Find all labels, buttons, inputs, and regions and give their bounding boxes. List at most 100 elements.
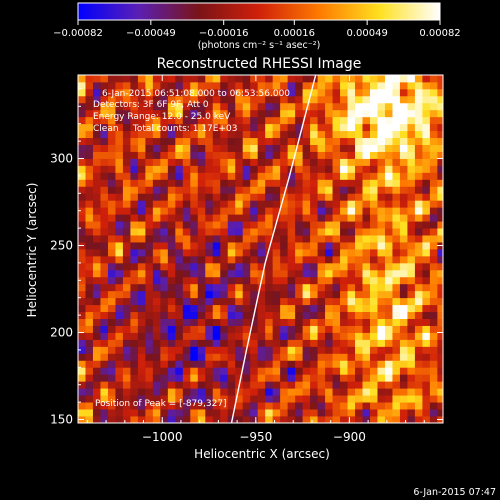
heatmap-cell xyxy=(85,325,94,333)
heatmap-cell xyxy=(407,228,416,236)
heatmap-cell xyxy=(92,200,101,208)
heatmap-cell xyxy=(429,374,438,382)
heatmap-cell xyxy=(115,374,124,382)
heatmap-cell xyxy=(399,151,408,159)
heatmap-cell xyxy=(78,297,86,306)
heatmap-cell xyxy=(370,144,378,152)
heatmap-cell xyxy=(257,332,266,340)
heatmap-cell xyxy=(414,325,423,333)
heatmap-cell xyxy=(362,193,371,201)
heatmap-cell xyxy=(175,339,184,347)
heatmap-cell xyxy=(437,228,443,236)
heatmap-cell xyxy=(167,158,176,166)
heatmap-cell xyxy=(167,255,176,264)
heatmap-cell xyxy=(407,158,416,166)
heatmap-cell xyxy=(227,144,236,152)
heatmap-cell xyxy=(115,318,124,326)
heatmap-cell xyxy=(167,269,176,278)
heatmap-cell xyxy=(332,283,341,292)
heatmap-cell xyxy=(399,339,408,347)
heatmap-cell xyxy=(437,311,443,319)
heatmap-cell xyxy=(272,109,281,118)
heatmap-cell xyxy=(175,207,184,215)
heatmap-cell xyxy=(287,235,296,243)
heatmap-cell xyxy=(115,235,124,243)
heatmap-cell xyxy=(377,262,386,271)
heatmap-cell xyxy=(212,367,221,375)
heatmap-cell xyxy=(182,374,191,382)
heatmap-cell xyxy=(317,123,326,132)
heatmap-cell xyxy=(250,409,259,417)
heatmap-cell xyxy=(182,228,191,236)
heatmap-cell xyxy=(100,304,109,313)
heatmap-cell xyxy=(407,332,416,340)
heatmap-cell xyxy=(310,137,318,145)
heatmap-cell xyxy=(429,242,438,250)
heatmap-cell xyxy=(85,276,94,285)
heatmap-cell xyxy=(190,214,199,222)
heatmap-cell xyxy=(220,186,229,194)
heatmap-cell xyxy=(429,276,438,285)
heatmap-cell xyxy=(355,346,363,354)
heatmap-cell xyxy=(355,172,363,180)
heatmap-cell xyxy=(272,116,281,125)
heatmap-cell xyxy=(167,207,176,215)
heatmap-cell xyxy=(250,374,259,382)
heatmap-cell xyxy=(280,75,289,83)
heatmap-cell xyxy=(190,325,199,333)
heatmap-cell xyxy=(100,325,109,333)
heatmap-cell xyxy=(235,283,244,292)
heatmap-cell xyxy=(122,374,131,382)
heatmap-cell xyxy=(384,186,393,194)
heatmap-cell xyxy=(175,409,184,417)
heatmap-cell xyxy=(429,388,438,396)
heatmap-cell xyxy=(152,367,161,375)
heatmap-cell xyxy=(265,297,274,306)
heatmap-cell xyxy=(414,242,423,250)
heatmap-cell xyxy=(250,297,259,306)
heatmap-cell xyxy=(182,255,191,264)
heatmap-cell xyxy=(377,144,386,152)
heatmap-cell xyxy=(235,123,244,132)
heatmap-cell xyxy=(175,109,184,118)
heatmap-cell xyxy=(437,207,443,215)
heatmap-cell xyxy=(175,235,184,243)
heatmap-cell xyxy=(377,290,386,299)
heatmap-cell xyxy=(265,353,274,361)
heatmap-cell xyxy=(399,255,408,264)
heatmap-cell xyxy=(250,235,259,243)
heatmap-cell xyxy=(197,409,206,417)
heatmap-cell xyxy=(265,276,274,285)
heatmap-cell xyxy=(317,367,326,375)
heatmap-cell xyxy=(325,88,333,97)
heatmap-cell xyxy=(317,235,326,243)
heatmap-cell xyxy=(212,116,221,125)
heatmap-cell xyxy=(227,269,236,278)
heatmap-cell xyxy=(414,388,423,396)
heatmap-cell xyxy=(167,374,176,382)
heatmap-cell xyxy=(115,416,124,423)
heatmap-cell xyxy=(130,75,139,83)
heatmap-cell xyxy=(302,395,311,403)
heatmap-cell xyxy=(145,116,154,125)
heatmap-cell xyxy=(422,102,431,111)
heatmap-cell xyxy=(227,325,236,333)
heatmap-cell xyxy=(332,81,341,90)
heatmap-cell xyxy=(340,297,348,306)
heatmap-cell xyxy=(347,325,356,333)
heatmap-cell xyxy=(355,158,363,166)
y-tick-label: 250 xyxy=(50,239,73,253)
heatmap-cell xyxy=(347,297,356,306)
heatmap-cell xyxy=(182,409,191,417)
heatmap-cell xyxy=(280,402,289,410)
heatmap-cell xyxy=(250,221,259,229)
heatmap-cell xyxy=(257,165,266,173)
heatmap-cell xyxy=(362,262,371,271)
heatmap-cell xyxy=(340,186,348,194)
heatmap-cell xyxy=(212,221,221,229)
heatmap-cell xyxy=(122,228,131,236)
heatmap-cell xyxy=(355,388,363,396)
heatmap-cell xyxy=(137,402,146,410)
heatmap-cell xyxy=(362,144,371,152)
heatmap-cell xyxy=(295,88,304,97)
